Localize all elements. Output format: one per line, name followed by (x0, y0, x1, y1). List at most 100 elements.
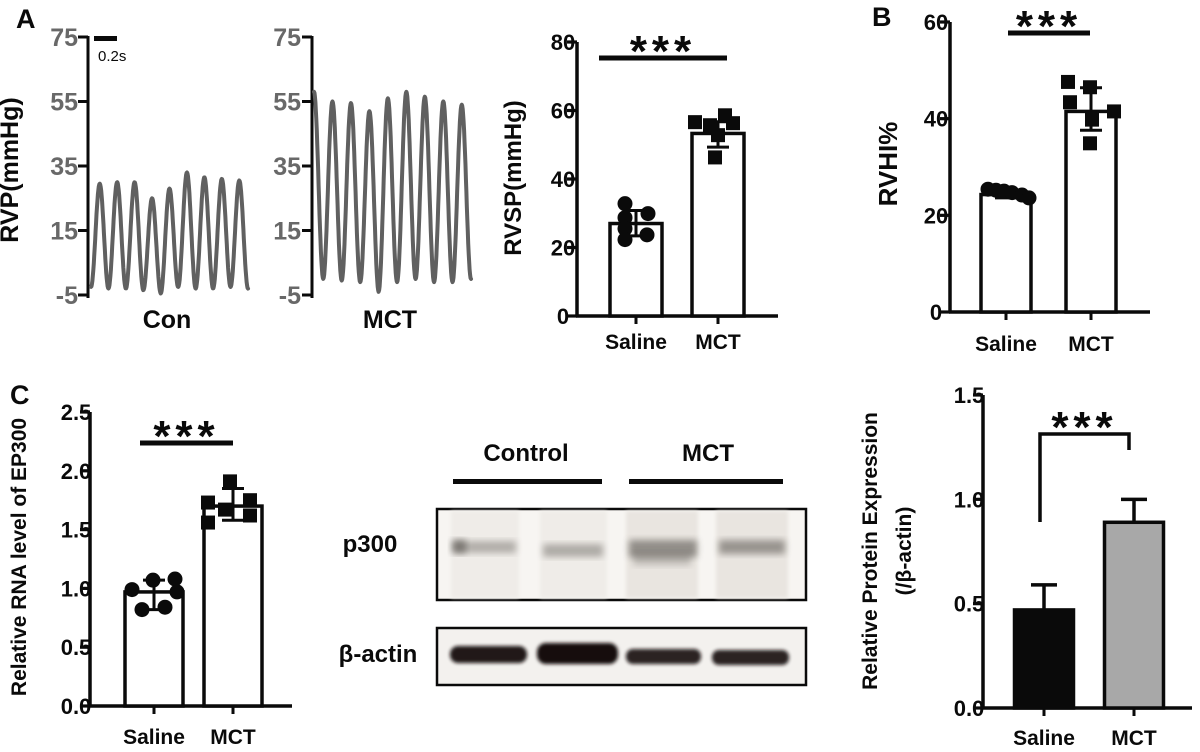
p300-protein-y-axis-title-line2: (/β-actin) (893, 507, 916, 596)
rvhi-category-label: MCT (1068, 333, 1114, 356)
ep300-rna-data-point (124, 582, 140, 598)
ep300-rna-data-point (218, 502, 232, 517)
trace-mct-y-tick-label: 75 (273, 24, 301, 52)
trace-con-plot: 75 55 35 15 -5 RVP(mmHg) 0.2s Con (0, 24, 250, 334)
blot-lane-shading (451, 511, 519, 598)
p300-protein-category-label: MCT (1111, 727, 1157, 750)
ep300-rna-data-point (201, 515, 215, 530)
blot-group-underline (629, 479, 783, 484)
rvhi-bar-saline (979, 192, 1033, 314)
rvsp-bar-saline (608, 221, 664, 318)
rvhi-category-label: Saline (975, 333, 1037, 356)
ep300-rna-category-label: MCT (210, 726, 256, 749)
blot-band-actin (537, 643, 618, 664)
blot-lane-shading (716, 511, 788, 598)
ep300-rna-data-point (157, 599, 173, 615)
p300-protein-bar-mct (1102, 520, 1166, 710)
trace-con-y-tick-label: 15 (50, 218, 78, 246)
trace-con-y-tick-label: 55 (50, 89, 78, 117)
blot-row-label-p300: p300 (343, 531, 398, 558)
rvsp-category-label: MCT (695, 331, 741, 354)
ep300-rna-data-point (169, 584, 185, 600)
rvhi-y-tick-label: 20 (924, 203, 948, 228)
p300-protein-category-label: Saline (1013, 727, 1075, 750)
blot-band-actin (450, 646, 527, 663)
scalebar (94, 36, 117, 41)
rvhi-data-point (1063, 95, 1077, 110)
rvsp-data-point (617, 221, 633, 237)
p300-protein-significance-stars: *** (1051, 403, 1117, 452)
trace-mct-waveform (312, 89, 473, 294)
rvhi-y-tick-label: 60 (924, 10, 948, 35)
ep300-rna-y-tick-label: 0.5 (61, 635, 92, 660)
rvhi-data-point (1061, 74, 1075, 89)
ep300-rna-chart: 0.0 0.5 1.0 1.5 2.0 2.5 Relative RNA level of … (8, 400, 292, 749)
rvsp-data-point (640, 206, 656, 222)
ep300-rna-data-point (223, 474, 237, 489)
blot-group-label-control: Control (483, 440, 568, 467)
ep300-rna-y-tick-label: 1.0 (61, 576, 92, 601)
rvsp-y-tick-label: 60 (551, 99, 575, 124)
rvhi-data-point (1085, 112, 1099, 127)
p300-protein-y-tick-label: 0.5 (954, 592, 985, 617)
panel-a-label: A (16, 4, 36, 34)
p300-protein-significance-bracket (1038, 432, 1131, 522)
rvhi-significance-stars: *** (1016, 2, 1082, 51)
scalebar-label: 0.2s (98, 48, 126, 65)
trace-mct-y-tick-label: 35 (273, 153, 301, 181)
rvsp-category-label: Saline (605, 331, 667, 354)
rvsp-data-point (639, 227, 655, 243)
rvsp-significance-stars: *** (630, 27, 696, 76)
ep300-rna-y-tick-label: 1.5 (61, 518, 92, 543)
trace-con-y-axis-title: RVP(mmHg) (0, 97, 24, 242)
p300-protein-y-tick-label: 1.0 (954, 487, 985, 512)
trace-con-y-tick-label: 75 (50, 24, 78, 52)
rvsp-data-point (617, 196, 633, 212)
blot-band-actin (712, 650, 789, 665)
ep300-rna-y-tick-label: 2.5 (61, 400, 92, 425)
trace-mct-plot: 75 55 35 15 -5 MCT (273, 24, 473, 334)
ep300-rna-data-point (243, 508, 257, 523)
ep300-rna-y-axis-title: Relative RNA level of EP300 (8, 418, 31, 696)
ep300-rna-data-point (201, 495, 215, 510)
rvsp-data-point (726, 116, 740, 131)
ep300-rna-data-point (134, 602, 150, 618)
ep300-rna-y-tick-label: 0.0 (61, 694, 92, 719)
blot-band-p300 (719, 540, 785, 554)
rvsp-chart: 0 20 40 60 80 RVSP(mmHg) Saline MCT *** (500, 27, 778, 354)
rvhi-y-tick-label: 0 (930, 300, 942, 325)
trace-con-y-tick-label: 35 (50, 153, 78, 181)
p300-protein-bar-saline (1012, 608, 1076, 710)
p300-protein-y-tick-label: 1.5 (954, 383, 985, 408)
rvhi-data-point (1083, 136, 1097, 151)
rvsp-y-tick-label: 20 (551, 236, 575, 261)
blot-band-p300 (454, 541, 516, 553)
rvhi-data-point (1083, 80, 1097, 95)
western-blot: Control MCT p300 β-actin (339, 440, 808, 687)
rvsp-data-point (617, 232, 633, 248)
blot-band-p300 (629, 540, 697, 557)
blot-group-underline (453, 479, 602, 484)
blot-row-label-actin: β-actin (339, 641, 418, 668)
trace-mct-condition-label: MCT (363, 306, 417, 334)
rvsp-data-point (708, 150, 722, 165)
trace-con-condition-label: Con (143, 306, 192, 334)
trace-con-waveform (89, 170, 250, 296)
rvhi-y-tick-label: 40 (924, 107, 948, 132)
rvsp-data-point (617, 210, 633, 226)
rvhi-data-point (1107, 104, 1121, 119)
rvsp-y-tick-label: 80 (551, 30, 575, 55)
blot-band-p300 (633, 553, 691, 565)
panel-c-label: C (10, 380, 30, 410)
blot-band-p300 (452, 540, 466, 553)
rvsp-y-axis-title: RVSP(mmHg) (500, 100, 527, 256)
p300-protein-y-tick-label: 0.0 (954, 696, 985, 721)
rvhi-data-point (1021, 190, 1037, 206)
ep300-rna-data-point (145, 572, 161, 588)
blot-band-p300 (543, 544, 603, 557)
trace-con-y-tick-label: -5 (56, 282, 78, 310)
ep300-rna-data-point (167, 571, 183, 587)
blot-group-label-mct: MCT (682, 440, 734, 467)
